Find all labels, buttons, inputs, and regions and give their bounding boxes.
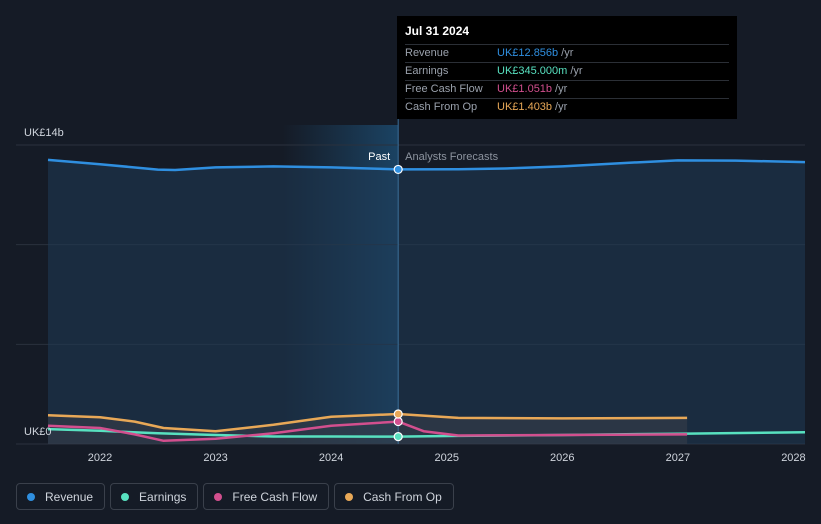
- revenue-dot-icon: [27, 492, 35, 501]
- tooltip-value: UK£1.403b: [497, 101, 553, 113]
- y-tick-label: UK£0: [24, 426, 52, 438]
- forecast-label: Analysts Forecasts: [405, 151, 498, 163]
- tooltip-label: Free Cash Flow: [405, 83, 483, 95]
- tooltip-date: Jul 31 2024: [405, 24, 470, 38]
- tooltip: Jul 31 2024 Revenue UK£12.856b /yr Earni…: [397, 16, 737, 119]
- x-tick-label: 2023: [203, 452, 227, 464]
- earnings-dot-icon: [121, 492, 130, 501]
- legend-item-free-cash-flow[interactable]: Free Cash Flow: [203, 483, 330, 510]
- legend: Revenue Earnings Free Cash Flow Cash Fro…: [16, 483, 454, 510]
- x-tick-label: 2026: [550, 452, 574, 464]
- legend-item-cash-from-op[interactable]: Cash From Op: [334, 483, 454, 510]
- tooltip-unit: /yr: [570, 65, 583, 77]
- tooltip-row-free-cash-flow: Free Cash Flow UK£1.051b /yr: [405, 80, 729, 98]
- x-tick-label: 2027: [666, 452, 690, 464]
- tooltip-row-revenue: Revenue UK£12.856b /yr: [405, 44, 729, 62]
- tooltip-value: UK£1.051b: [497, 83, 553, 95]
- revenue-point: [393, 164, 403, 175]
- legend-label: Free Cash Flow: [232, 489, 318, 504]
- x-tick-label: 2024: [319, 452, 343, 464]
- legend-label: Earnings: [139, 489, 187, 504]
- x-tick-label: 2028: [781, 452, 805, 464]
- legend-item-earnings[interactable]: Earnings: [110, 483, 199, 510]
- free-cash-flow-line: [47, 420, 688, 443]
- legend-item-revenue[interactable]: Revenue: [16, 483, 106, 510]
- y-tick-label: UK£14b: [24, 127, 64, 139]
- tooltip-unit: /yr: [561, 47, 574, 59]
- free-cash-flow-dot-icon: [214, 492, 223, 501]
- free-cash-flow-point: [393, 416, 403, 427]
- x-tick-label: 2022: [88, 452, 112, 464]
- tooltip-value: UK£345.000m: [497, 65, 568, 77]
- tooltip-unit: /yr: [555, 101, 568, 113]
- tooltip-value: UK£12.856b: [497, 47, 559, 59]
- legend-label: Revenue: [45, 489, 94, 504]
- tooltip-label: Earnings: [405, 65, 449, 77]
- cash-from-op-point: [393, 409, 403, 419]
- cash-from-op-dot-icon: [345, 492, 354, 501]
- tooltip-unit: /yr: [555, 83, 568, 95]
- tooltip-label: Cash From Op: [405, 101, 478, 113]
- x-tick-label: 2025: [434, 452, 458, 464]
- tooltip-label: Revenue: [405, 47, 450, 59]
- tooltip-row-cash-from-op: Cash From Op UK£1.403b /yr: [405, 98, 729, 116]
- revenue-area: [48, 159, 805, 444]
- cash-from-op-line: [47, 412, 688, 433]
- earnings-point: [393, 432, 403, 442]
- past-label: Past: [368, 151, 390, 163]
- tooltip-row-earnings: Earnings UK£345.000m /yr: [405, 62, 729, 80]
- legend-label: Cash From Op: [363, 489, 442, 504]
